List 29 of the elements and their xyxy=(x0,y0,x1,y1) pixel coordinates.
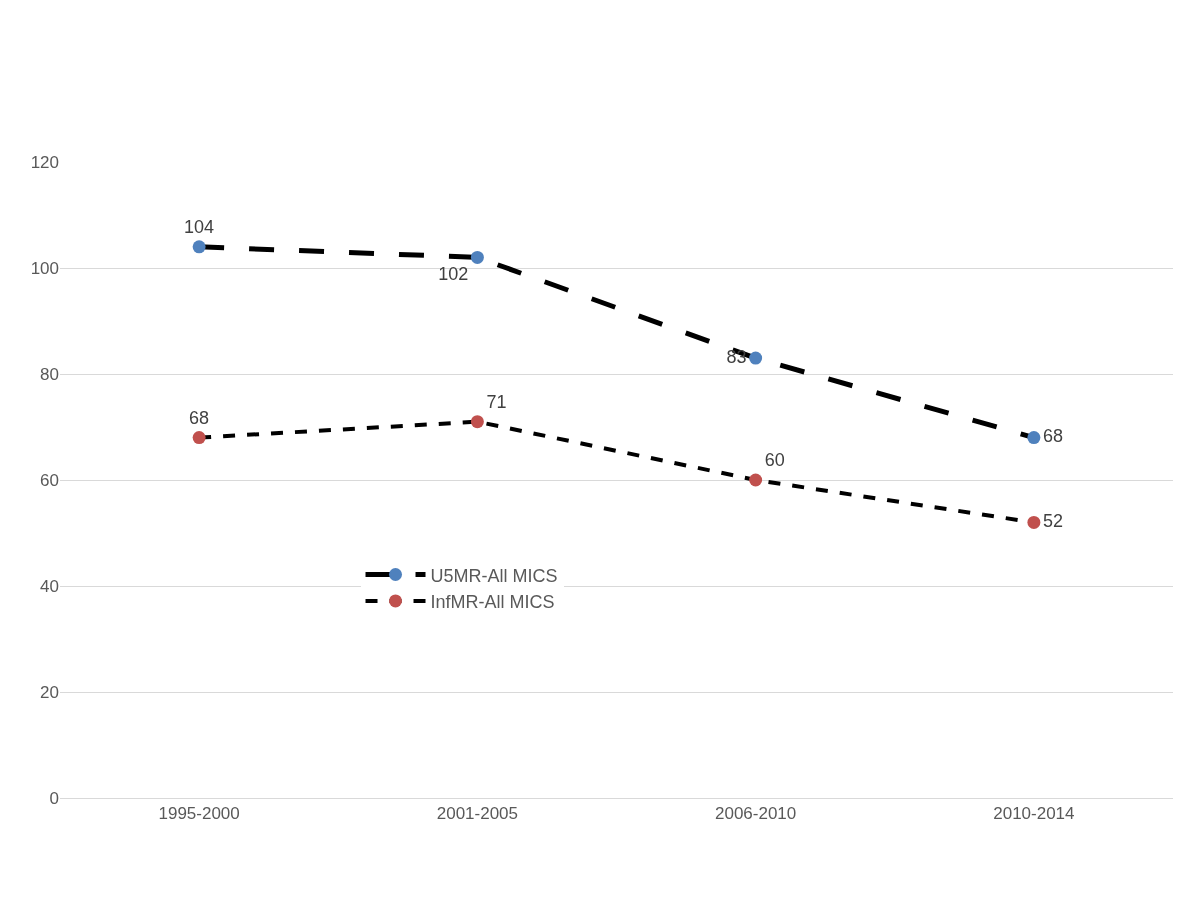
data-label: 68 xyxy=(1043,426,1064,447)
point xyxy=(1027,515,1041,529)
point xyxy=(470,250,484,264)
point xyxy=(749,351,763,365)
data-label: 102 xyxy=(438,264,469,285)
data-label: 71 xyxy=(486,392,507,413)
data-label: 52 xyxy=(1043,510,1064,531)
point xyxy=(192,431,206,445)
y-tick-label: 40 xyxy=(40,576,59,596)
y-tick-label: 20 xyxy=(40,682,59,702)
point xyxy=(749,473,763,487)
legend-label: InfMR-All MICS xyxy=(430,591,555,612)
data-label: 60 xyxy=(764,450,785,471)
data-label: 68 xyxy=(189,407,210,428)
legend-label: U5MR-All MICS xyxy=(430,565,558,586)
point xyxy=(470,415,484,429)
data-label: 104 xyxy=(184,217,215,238)
y-tick-label: 0 xyxy=(49,788,59,808)
x-tick-label: 2010-2014 xyxy=(993,804,1075,824)
x-tick-label: 1995-2000 xyxy=(158,804,240,824)
point xyxy=(1027,431,1041,445)
y-tick-label: 60 xyxy=(40,470,59,490)
point xyxy=(192,240,206,254)
y-tick-label: 80 xyxy=(40,364,59,384)
y-tick-label: 100 xyxy=(30,258,59,278)
x-tick-label: 2001-2005 xyxy=(436,804,519,824)
x-tick-label: 2006-2010 xyxy=(714,804,797,824)
data-label: 83 xyxy=(726,346,747,367)
y-tick-label: 120 xyxy=(30,152,59,172)
